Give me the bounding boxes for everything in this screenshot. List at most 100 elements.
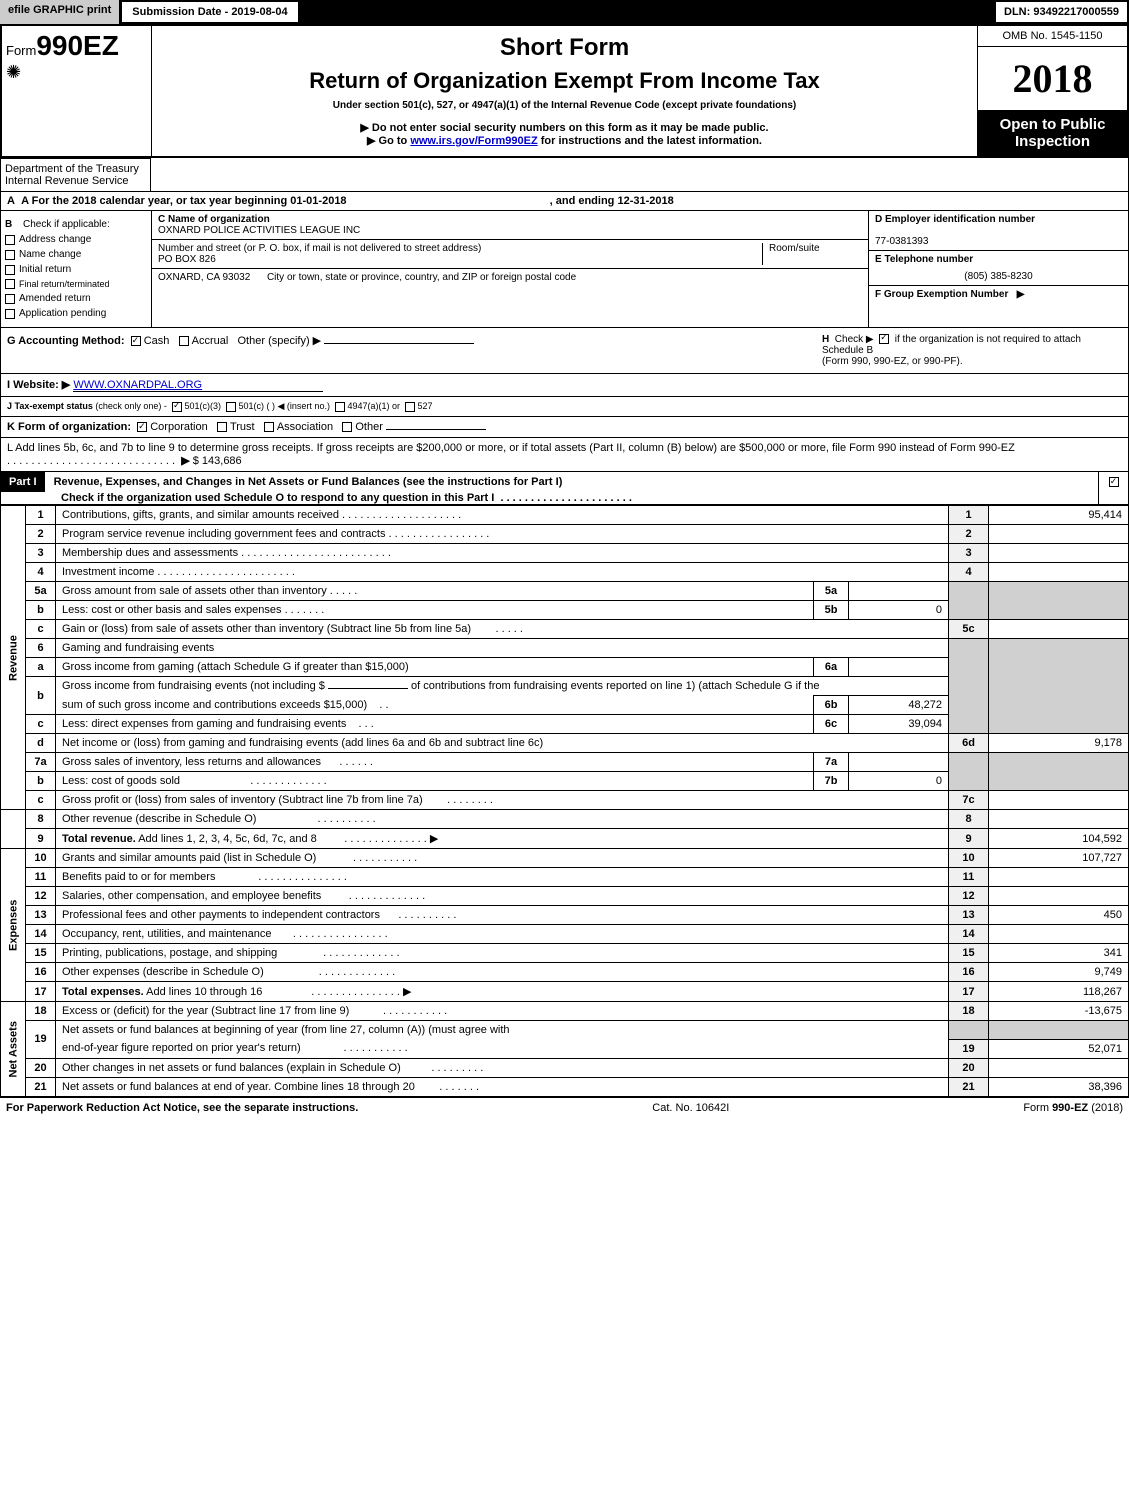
line6a-desc: Gross income from gaming (attach Schedul… [56,658,814,677]
line2-linecol: 2 [949,525,989,544]
section-l: L Add lines 5b, 6c, and 7b to line 9 to … [0,438,1129,472]
line6b-desc1: Gross income from fundraising events (no… [56,677,949,696]
line6d-amt: 9,178 [989,734,1129,753]
line19-gray [949,1021,989,1040]
line15-num: 15 [26,944,56,963]
line12-desc: Salaries, other compensation, and employ… [56,887,949,906]
527-checkbox[interactable] [405,402,415,412]
527-label: 527 [418,401,433,411]
line6a-sub: 6a [814,658,849,677]
501c3-checkbox[interactable] [172,402,182,412]
line5c-desc: Gain or (loss) from sale of assets other… [56,620,949,639]
website-link[interactable]: WWW.OXNARDPAL.ORG [73,379,323,392]
expenses-sidebar: Expenses [1,849,26,1002]
part1-desc: Revenue, Expenses, and Changes in Net As… [1,472,641,508]
line18-num: 18 [26,1002,56,1021]
line12-amt [989,887,1129,906]
line10-amt: 107,727 [989,849,1129,868]
line4-desc: Investment income . . . . . . . . . . . … [56,563,949,582]
line16-linecol: 16 [949,963,989,982]
line11-amt [989,868,1129,887]
4947-label: 4947(a)(1) or [347,401,400,411]
line6b-num: b [26,677,56,715]
line6b-sub: 6b [814,696,849,715]
omb-number: OMB No. 1545-1150 [978,26,1127,47]
line7b-sub: 7b [814,772,849,791]
k-form-org-label: K Form of organization: [7,421,131,433]
line6-gray [949,639,989,734]
irs-link[interactable]: www.irs.gov/Form990EZ [410,135,537,147]
l-arrow: ▶ [181,455,189,467]
name-change-checkbox[interactable] [5,250,15,260]
line21-num: 21 [26,1077,56,1096]
line6b-desc3: sum of such gross income and contributio… [56,696,814,715]
section-b-grid: B Check if applicable: Address change Na… [0,211,1129,328]
line6c-num: c [26,715,56,734]
paperwork-notice: For Paperwork Reduction Act Notice, see … [6,1102,358,1114]
d-ein-label: D Employer identification number [875,214,1035,225]
line6d-num: d [26,734,56,753]
line17-amt: 118,267 [989,982,1129,1002]
line6-desc: Gaming and fundraising events [56,639,949,658]
city-value: OXNARD, CA 93032 [158,272,250,283]
line12-linecol: 12 [949,887,989,906]
line1-linecol: 1 [949,506,989,525]
line7a-sub: 7a [814,753,849,772]
line11-num: 11 [26,868,56,887]
form-prefix: Form [6,43,36,58]
line7-gray [949,753,989,791]
org-name: OXNARD POLICE ACTIVITIES LEAGUE INC [158,225,360,236]
line17-num: 17 [26,982,56,1002]
line7b-subamt: 0 [849,772,949,791]
accrual-label: Accrual [192,335,229,347]
section-k: K Form of organization: Corporation Trus… [0,417,1129,438]
l-amount: $ 143,686 [193,455,242,467]
main-table: Revenue 1 Contributions, gifts, grants, … [0,505,1129,1097]
assoc-checkbox[interactable] [264,422,274,432]
line5c-amt [989,620,1129,639]
line6-num: 6 [26,639,56,658]
line11-desc: Benefits paid to or for members . . . . … [56,868,949,887]
line3-amt [989,544,1129,563]
accrual-checkbox[interactable] [179,336,189,346]
header-right: OMB No. 1545-1150 2018 Open to Public In… [977,26,1127,156]
efile-print-button[interactable]: efile GRAPHIC print [0,0,120,24]
line3-linecol: 3 [949,544,989,563]
initial-return-checkbox[interactable] [5,265,15,275]
part1-checkbox[interactable] [1109,477,1119,487]
line5c-linecol: 5c [949,620,989,639]
amended-return-checkbox[interactable] [5,294,15,304]
top-bar: efile GRAPHIC print Submission Date - 20… [0,0,1129,24]
trust-label: Trust [230,421,255,433]
trust-checkbox[interactable] [217,422,227,432]
line19-desc2: end-of-year figure reported on prior yea… [56,1039,949,1058]
line8-amt [989,810,1129,829]
cash-checkbox[interactable] [131,336,141,346]
h-checkbox[interactable] [879,334,889,344]
top-left: efile GRAPHIC print Submission Date - 20… [0,0,300,24]
line5b-sub: 5b [814,601,849,620]
501c-checkbox[interactable] [226,402,236,412]
4947-checkbox[interactable] [335,402,345,412]
line6c-desc: Less: direct expenses from gaming and fu… [56,715,814,734]
line15-amt: 341 [989,944,1129,963]
line14-linecol: 14 [949,925,989,944]
address-change-checkbox[interactable] [5,235,15,245]
app-pending-checkbox[interactable] [5,309,15,319]
final-return-checkbox[interactable] [5,279,15,289]
line7b-desc: Less: cost of goods sold . . . . . . . .… [56,772,814,791]
line2-num: 2 [26,525,56,544]
line2-amt [989,525,1129,544]
line13-num: 13 [26,906,56,925]
line7a-desc: Gross sales of inventory, less returns a… [56,753,814,772]
part1-header-row: Part I Revenue, Expenses, and Changes in… [0,472,1129,505]
corp-checkbox[interactable] [137,422,147,432]
line21-amt: 38,396 [989,1077,1129,1096]
line8-num: 8 [26,810,56,829]
line13-desc: Professional fees and other payments to … [56,906,949,925]
line21-linecol: 21 [949,1077,989,1096]
other-org-checkbox[interactable] [342,422,352,432]
final-return-label: Final return/terminated [19,279,110,289]
street-value: PO BOX 826 [158,254,216,265]
line4-linecol: 4 [949,563,989,582]
